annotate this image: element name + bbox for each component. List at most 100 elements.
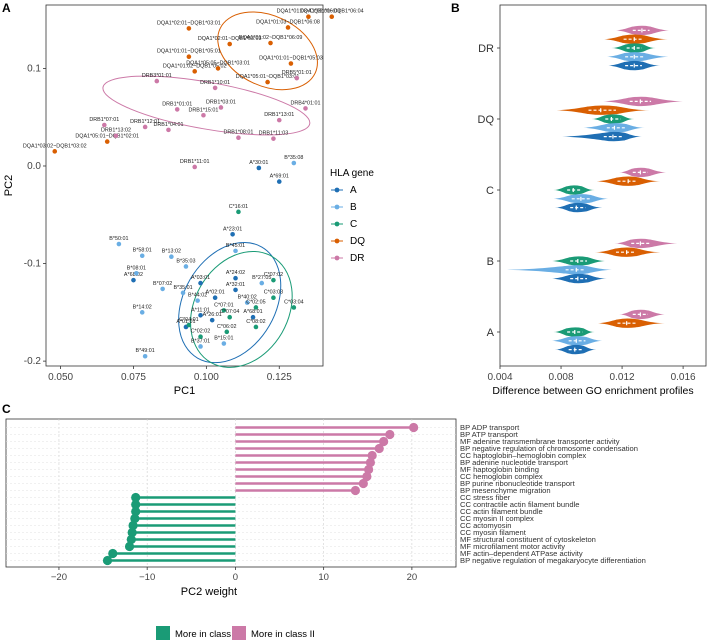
point-dq (285, 25, 291, 30)
point-a (233, 287, 238, 293)
y-tick-label: B (487, 256, 494, 268)
panel-c-letter: C (2, 402, 11, 416)
point-label: DRB1*13:02 (101, 128, 131, 134)
term-label: BP ATP transport (460, 430, 519, 439)
lollipop-head (367, 450, 377, 461)
lollipop-head (350, 485, 361, 496)
lollipop-head (365, 457, 376, 468)
term-label: CC contractile actin filament bundle (460, 500, 579, 509)
point-dq (192, 69, 198, 74)
x-tick-label: −10 (139, 572, 155, 583)
point-c (227, 314, 232, 320)
term-label: CC actomyosin (460, 521, 511, 530)
point-a (131, 277, 136, 283)
point-dr (174, 107, 180, 112)
lollipop-head (379, 436, 389, 447)
point-dq (288, 61, 294, 66)
y-tick-label: 0.0 (27, 161, 41, 172)
point-dr (236, 135, 241, 140)
violin-a (554, 202, 603, 213)
violin-b (550, 336, 604, 346)
lollipop-head (124, 541, 135, 552)
point-label: DRB1*12:01 (130, 119, 160, 125)
lollipop-head (126, 534, 136, 545)
legend-marker (334, 238, 340, 244)
point-label: A*68:02 (124, 272, 143, 278)
point-dq (215, 66, 221, 71)
term-label: BP adenine nucleotide transport (460, 458, 569, 467)
x-tick-label: 0.008 (549, 372, 574, 383)
legend-label: DQ (350, 236, 365, 247)
y-tick-label: DQ (478, 114, 495, 126)
lollipop-head (362, 471, 372, 482)
panel-a-scatter: 0.050 0.075 0.100 0.125 0.1 0.0 -0.1 -0.2 PC1 PC2… (3, 4, 374, 397)
legend-title: HLA gene (330, 168, 374, 179)
lollipop-head (128, 520, 138, 531)
x-tick-label: 0.004 (487, 372, 512, 383)
point-label: C*04:01 (179, 317, 198, 323)
point-label: B*44:02 (188, 293, 207, 299)
y-tick-label: -0.1 (24, 259, 42, 270)
point-b (233, 248, 238, 254)
term-label: MF actin–dependent ATPase activity (460, 549, 583, 558)
lollipop-head (358, 478, 368, 489)
term-label: CC myosin II complex (460, 514, 534, 523)
point-dq (227, 41, 232, 47)
point-label: B*37:01 (191, 338, 210, 344)
x-tick-label: 0.016 (671, 372, 696, 383)
point-a (198, 280, 203, 286)
point-label: DRB1*01:01 (162, 101, 192, 107)
panel-a-letter: A (2, 1, 11, 15)
term-label: MF adenine transmembrane transporter act… (460, 437, 620, 446)
point-dr (294, 75, 300, 81)
term-label: MF microfilament motor activity (460, 542, 565, 551)
legend-marker (334, 187, 340, 193)
violin-a (557, 131, 642, 142)
term-label: BP negative regulation of megakaryocyte … (460, 556, 646, 565)
legend-swatch (232, 626, 246, 640)
violin-dq (594, 176, 661, 186)
point-label: C*08:02 (246, 319, 265, 325)
x-tick-label: 0.125 (267, 372, 292, 383)
point-label: C*03:04 (284, 299, 303, 305)
x-tick-label: −20 (51, 572, 67, 583)
point-dq (186, 54, 192, 60)
point-label: B*07:02 (153, 281, 172, 287)
point-b (160, 286, 165, 292)
violin-dr (600, 96, 687, 107)
point-b (180, 290, 186, 296)
point-c (236, 209, 241, 215)
point-label: A*30:01 (249, 160, 268, 166)
point-label: A*24:02 (226, 270, 245, 276)
point-c (224, 329, 230, 335)
point-label: DRB1*10:01 (200, 80, 230, 86)
term-label: BP ADP transport (460, 423, 520, 432)
x-tick-label: 0 (233, 572, 238, 583)
point-label: C*16:01 (229, 204, 248, 210)
point-label: DRB1*07:01 (89, 117, 119, 123)
point-dq (52, 149, 58, 154)
legend-label: B (350, 202, 357, 213)
legend-label: DR (350, 253, 364, 264)
y-tick-label: -0.2 (24, 356, 42, 367)
point-b (169, 254, 174, 260)
point-dq (104, 139, 110, 144)
point-c (271, 277, 276, 283)
point-dr (154, 78, 160, 84)
lollipop-head (364, 464, 374, 475)
point-label: B*27:05 (252, 275, 271, 281)
point-label: B*15:01 (214, 336, 233, 342)
point-label: A*69:01 (270, 174, 289, 180)
violin-a (550, 273, 607, 284)
term-label: MF haptoglobin binding (460, 465, 539, 474)
point-dr (212, 85, 218, 91)
point-label: A*32:01 (226, 282, 245, 288)
point-label: DQA1*01:02~DQB1*05:02 (163, 63, 227, 69)
point-a (198, 312, 203, 318)
point-label: A*01:01 (176, 319, 195, 325)
point-label: B*35:01 (173, 285, 192, 291)
point-label: DRB5*01:01 (282, 70, 312, 76)
point-label: C*02:02 (191, 329, 210, 335)
confidence-ellipse (178, 241, 282, 364)
confidence-ellipse (102, 75, 311, 136)
